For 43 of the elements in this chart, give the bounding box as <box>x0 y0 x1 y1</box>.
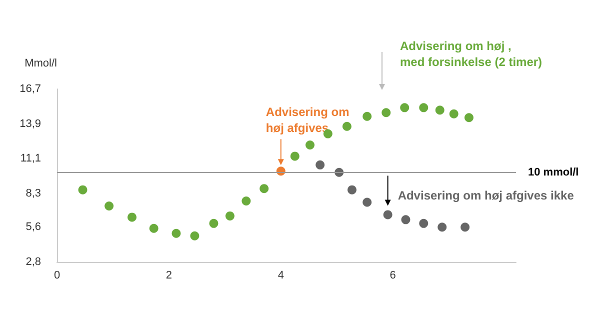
point <box>464 113 474 122</box>
point <box>290 152 300 161</box>
point <box>306 140 315 150</box>
point <box>383 210 392 220</box>
point <box>449 109 458 118</box>
point <box>419 103 428 112</box>
point <box>382 108 391 118</box>
point <box>242 196 251 206</box>
point <box>316 160 325 170</box>
point <box>362 198 372 207</box>
y-tick-label: 11,1 <box>20 152 41 165</box>
point <box>342 122 352 131</box>
point <box>128 212 137 222</box>
annotation: Advisering om høj afgives <box>266 105 350 136</box>
point <box>149 224 158 233</box>
point <box>401 215 410 224</box>
y-axis-title: Mmol/l <box>24 58 57 70</box>
point <box>435 106 444 115</box>
point <box>419 218 428 228</box>
point <box>172 228 181 238</box>
point <box>225 211 234 220</box>
x-tick-label: 0 <box>54 270 60 282</box>
point <box>400 103 410 112</box>
y-tick-label: 8,3 <box>26 188 41 200</box>
ref-line-label: 10 mmol/l <box>528 166 579 178</box>
text: Advisering om høj , med forsinkelse (2 timer) <box>400 39 542 69</box>
y-tick-label: 16,7 <box>20 83 41 95</box>
point <box>190 231 200 240</box>
point <box>438 222 447 232</box>
point <box>460 222 470 232</box>
annotation: Advisering om høj afgives ikke <box>398 188 574 203</box>
point <box>260 184 269 194</box>
x-tick-label: 4 <box>278 270 284 282</box>
point <box>104 201 114 210</box>
y-tick-label: 5,6 <box>26 221 41 234</box>
y-tick-label: 13,9 <box>20 118 41 130</box>
x-tick-label: 6 <box>390 270 396 282</box>
y-tick-label: 2,8 <box>26 256 41 268</box>
point <box>348 185 356 194</box>
x-tick-label: 2 <box>166 270 172 282</box>
point <box>78 185 88 194</box>
point <box>209 218 218 228</box>
point <box>362 112 372 121</box>
